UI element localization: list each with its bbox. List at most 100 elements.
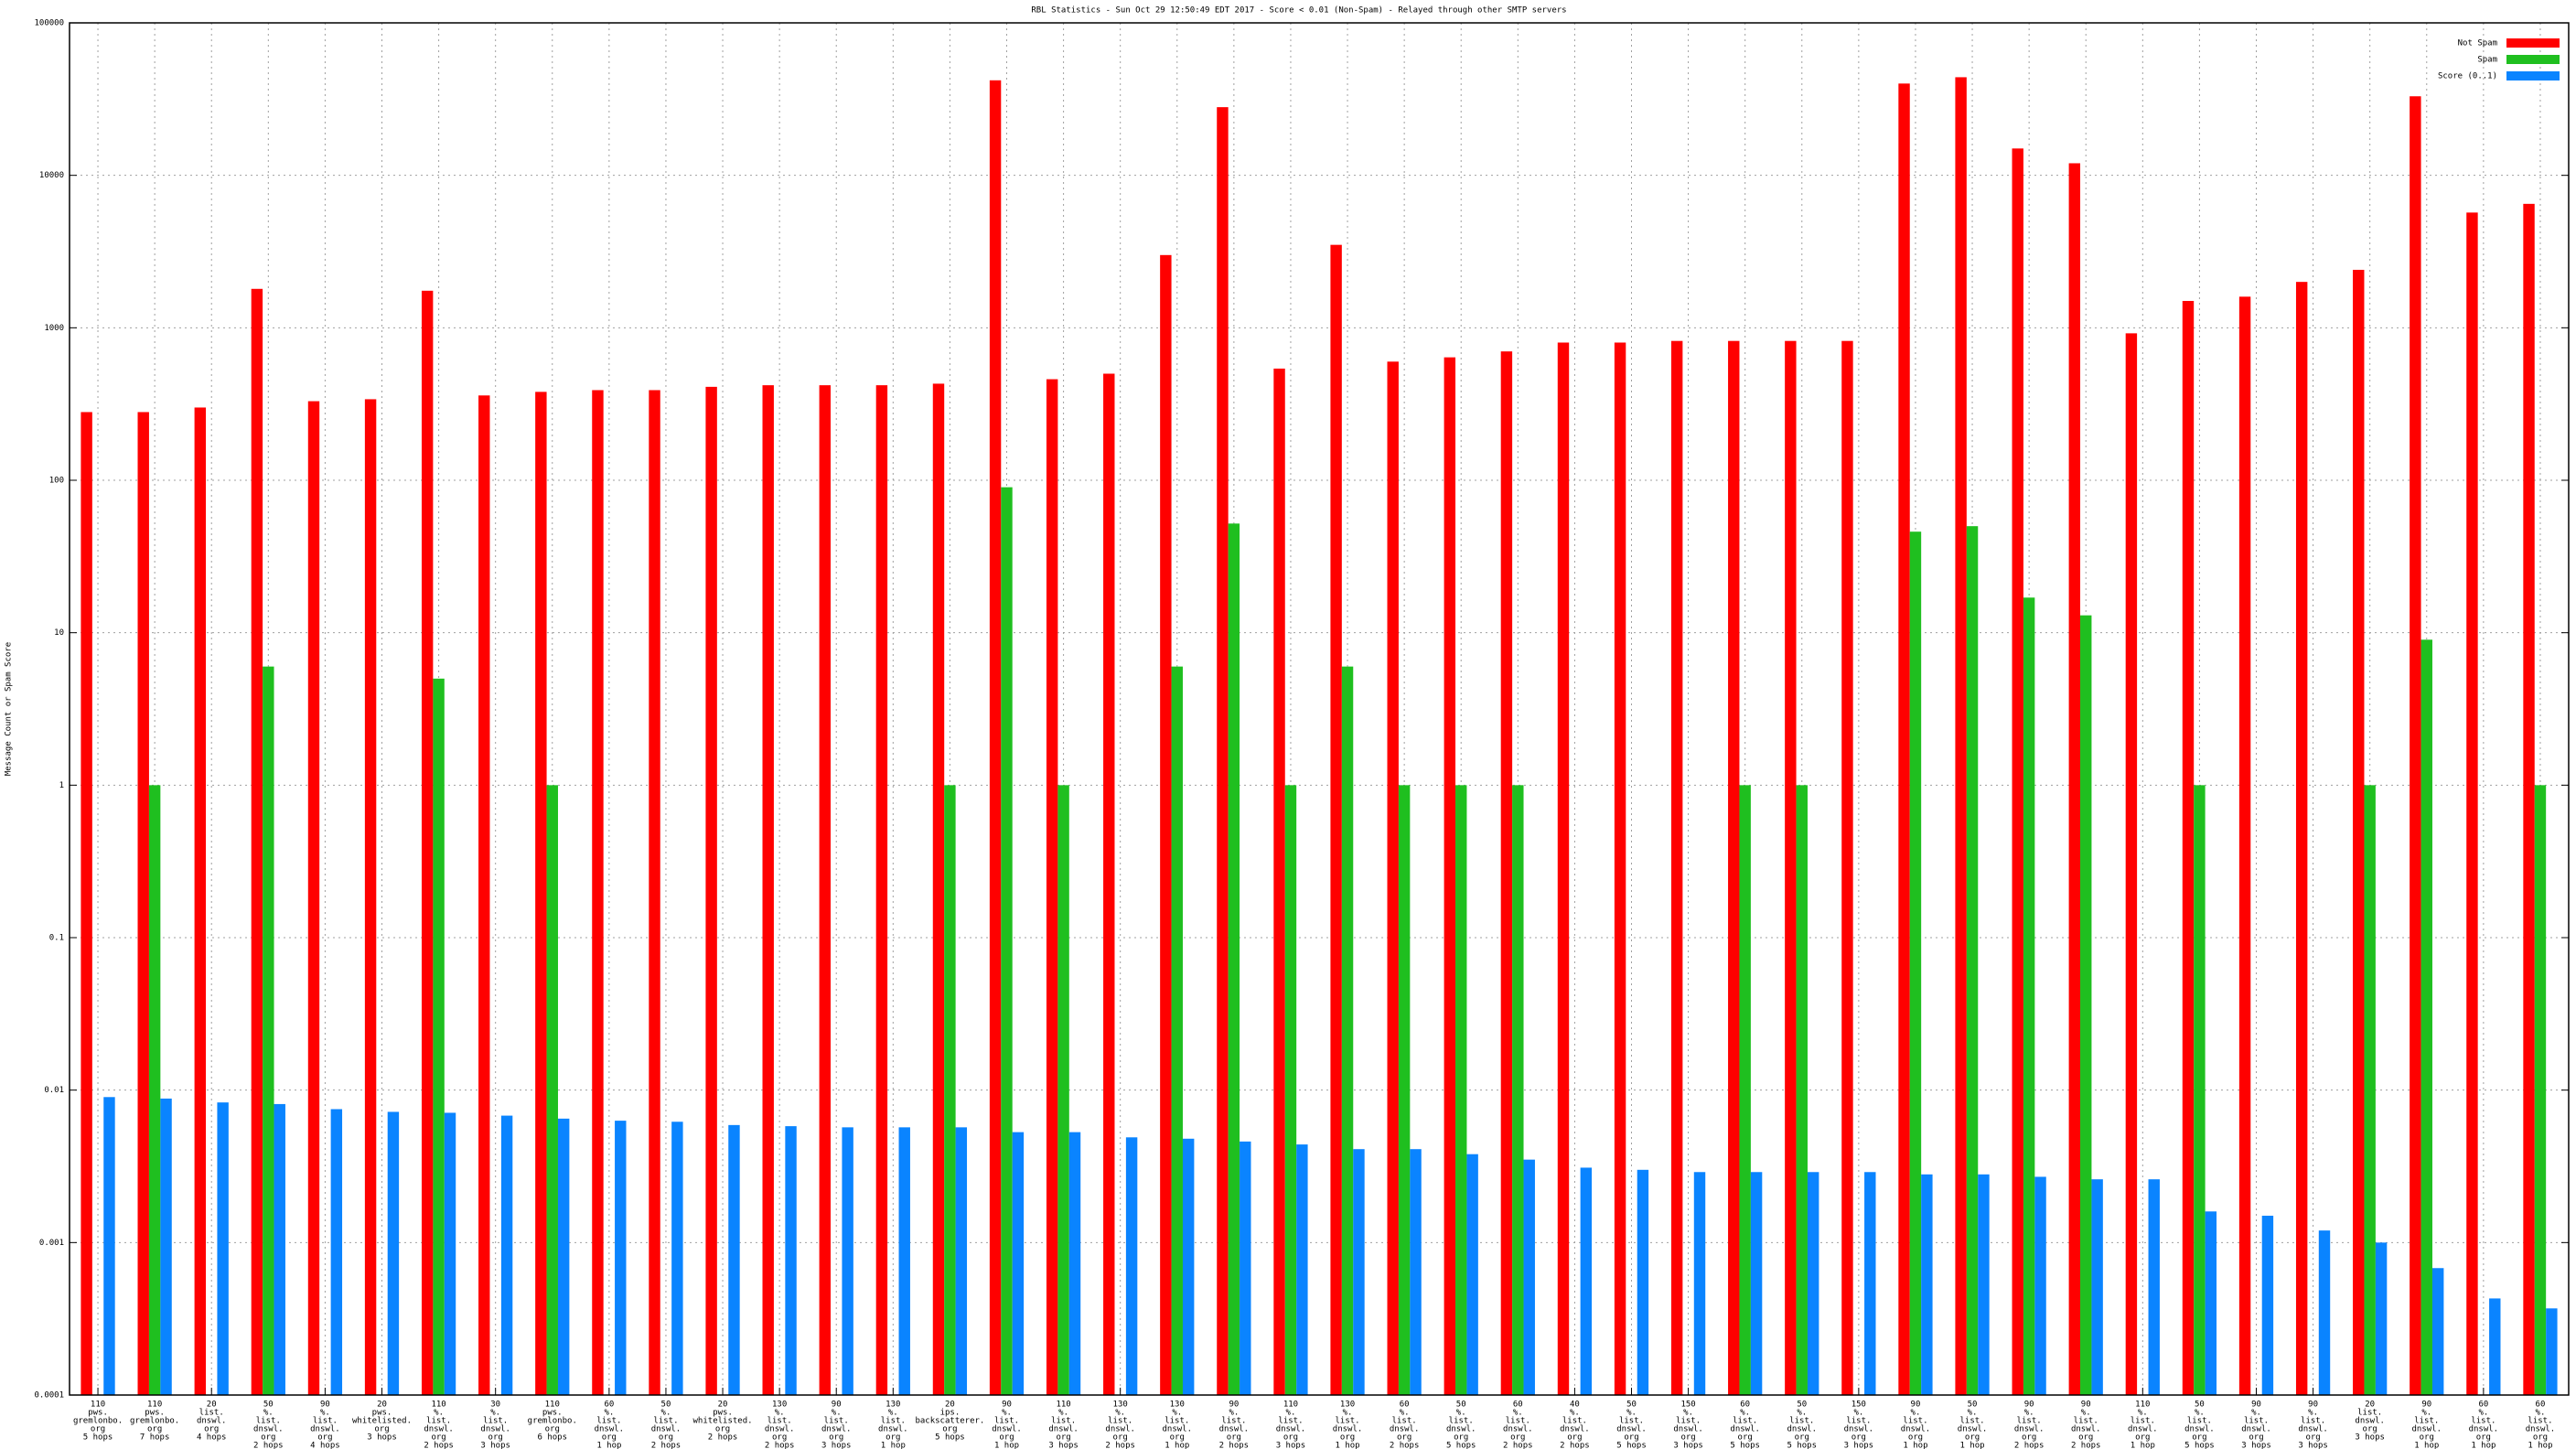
x-tick-label: org [2363,1425,2377,1434]
legend-label: Score (0..1) [2438,72,2497,81]
x-tick-label: 60 [604,1401,614,1410]
bar [2238,296,2251,1395]
x-tick-label: 3 hops [2355,1433,2385,1443]
bar [1353,1149,1365,1395]
legend-swatch [2506,71,2560,80]
bar [1012,1132,1025,1395]
x-tick-label: 110 [1283,1401,1298,1410]
bar [875,385,888,1395]
bar [1921,1174,1933,1395]
bar [1103,373,1115,1395]
x-tick-label: org [772,1433,787,1443]
x-tick-label: 50 [2195,1401,2205,1410]
bar [2194,785,2206,1395]
bar [2023,597,2035,1395]
x-tick-label: dnswl. [1163,1425,1193,1434]
x-tick-label: list. [1108,1417,1132,1426]
bar [2353,269,2365,1395]
x-tick-label: 130 [772,1401,787,1410]
x-tick-label: 1 hop [596,1442,621,1449]
x-tick-label: 3 hops [1276,1442,1306,1449]
x-tick-label: whitelisted. [693,1417,753,1426]
x-tick-label: 3 hops [2241,1442,2271,1449]
x-tick-label: 3 hops [367,1433,397,1443]
x-tick-label: dnswl. [2469,1425,2499,1434]
bar [307,401,320,1395]
bar [1398,785,1411,1395]
x-tick-label: 20 [2365,1401,2375,1410]
bar [535,392,547,1396]
x-tick-label: list. [2187,1417,2212,1426]
x-tick-label: dnswl. [651,1425,682,1434]
y-axis-label: Message Count or Spam Score [5,642,14,776]
x-tick-label: list. [483,1417,508,1426]
bar [1341,666,1354,1395]
x-tick-label: %. [2195,1409,2205,1418]
x-tick-label: list. [2131,1417,2155,1426]
bar [1240,1141,1251,1395]
x-tick-label: 2 hops [1219,1442,1250,1449]
x-tick-label: 110 [147,1401,162,1410]
x-tick-label: dnswl. [2526,1425,2556,1434]
bar [1693,1172,1706,1395]
x-tick-label: %. [1968,1409,1978,1418]
bar [2261,1215,2274,1395]
x-tick-label: org [1567,1433,1582,1443]
plot-frame [69,22,2570,1396]
x-tick-label: 150 [1680,1401,1695,1410]
bar [1410,1149,1422,1395]
x-tick-label: 3 hops [2298,1442,2328,1449]
x-tick-label: 2 hops [1503,1442,1533,1449]
bar [1455,785,1467,1395]
bar [1637,1169,1649,1395]
bar [1750,1172,1763,1395]
x-tick-label: list. [199,1409,224,1418]
x-tick-label: 1 hop [1335,1442,1359,1449]
bar [1444,357,1456,1395]
y-tick-label: 100 [49,477,64,486]
x-tick-label: list. [2357,1409,2382,1418]
x-tick-label: %. [888,1409,898,1418]
y-tick-label: 100000 [34,19,64,28]
x-tick-label: org [942,1425,957,1434]
x-tick-label: %. [2081,1409,2091,1418]
x-tick-label: org [2420,1433,2434,1443]
x-tick-label: gremlonbo. [528,1417,577,1426]
x-tick-label: 40 [1570,1401,1580,1410]
x-tick-label: org [2078,1433,2093,1443]
x-tick-label: 5 hops [1446,1442,1476,1449]
bar [944,785,956,1395]
bar [2375,1242,2388,1395]
bar [1898,83,1910,1395]
x-tick-label: 1 hop [2131,1442,2155,1449]
x-tick-label: org [1738,1433,1753,1443]
x-tick-label: org [2192,1433,2206,1443]
x-tick-label: %. [1911,1409,1921,1418]
x-tick-label: dnswl. [1446,1425,1476,1434]
bar [1046,379,1058,1395]
x-tick-label: org [1510,1433,1525,1443]
x-tick-label: 1 hop [2471,1442,2496,1449]
x-tick-label: list. [256,1417,281,1426]
bar [1614,342,1626,1396]
y-tick-label: 0.001 [39,1239,64,1248]
x-tick-label: org [204,1425,219,1434]
x-tick-label: dnswl. [2014,1425,2045,1434]
x-tick-label: org [2476,1433,2491,1443]
bar [1955,77,1967,1395]
x-tick-label: org [602,1433,617,1443]
x-tick-label: %. [1172,1409,1182,1418]
bar [2125,333,2138,1396]
x-tick-label: dnswl. [1787,1425,1818,1434]
bar [819,385,832,1395]
x-tick-label: org [829,1433,843,1443]
bar [1182,1138,1195,1395]
x-tick-label: org [1680,1433,1695,1443]
x-tick-label: org [659,1433,673,1443]
bar [932,383,945,1396]
x-tick-label: dnswl. [480,1425,510,1434]
bar [546,785,558,1395]
x-tick-label: dnswl. [878,1425,908,1434]
bar [2012,148,2023,1396]
x-tick-label: pws. [88,1409,108,1418]
